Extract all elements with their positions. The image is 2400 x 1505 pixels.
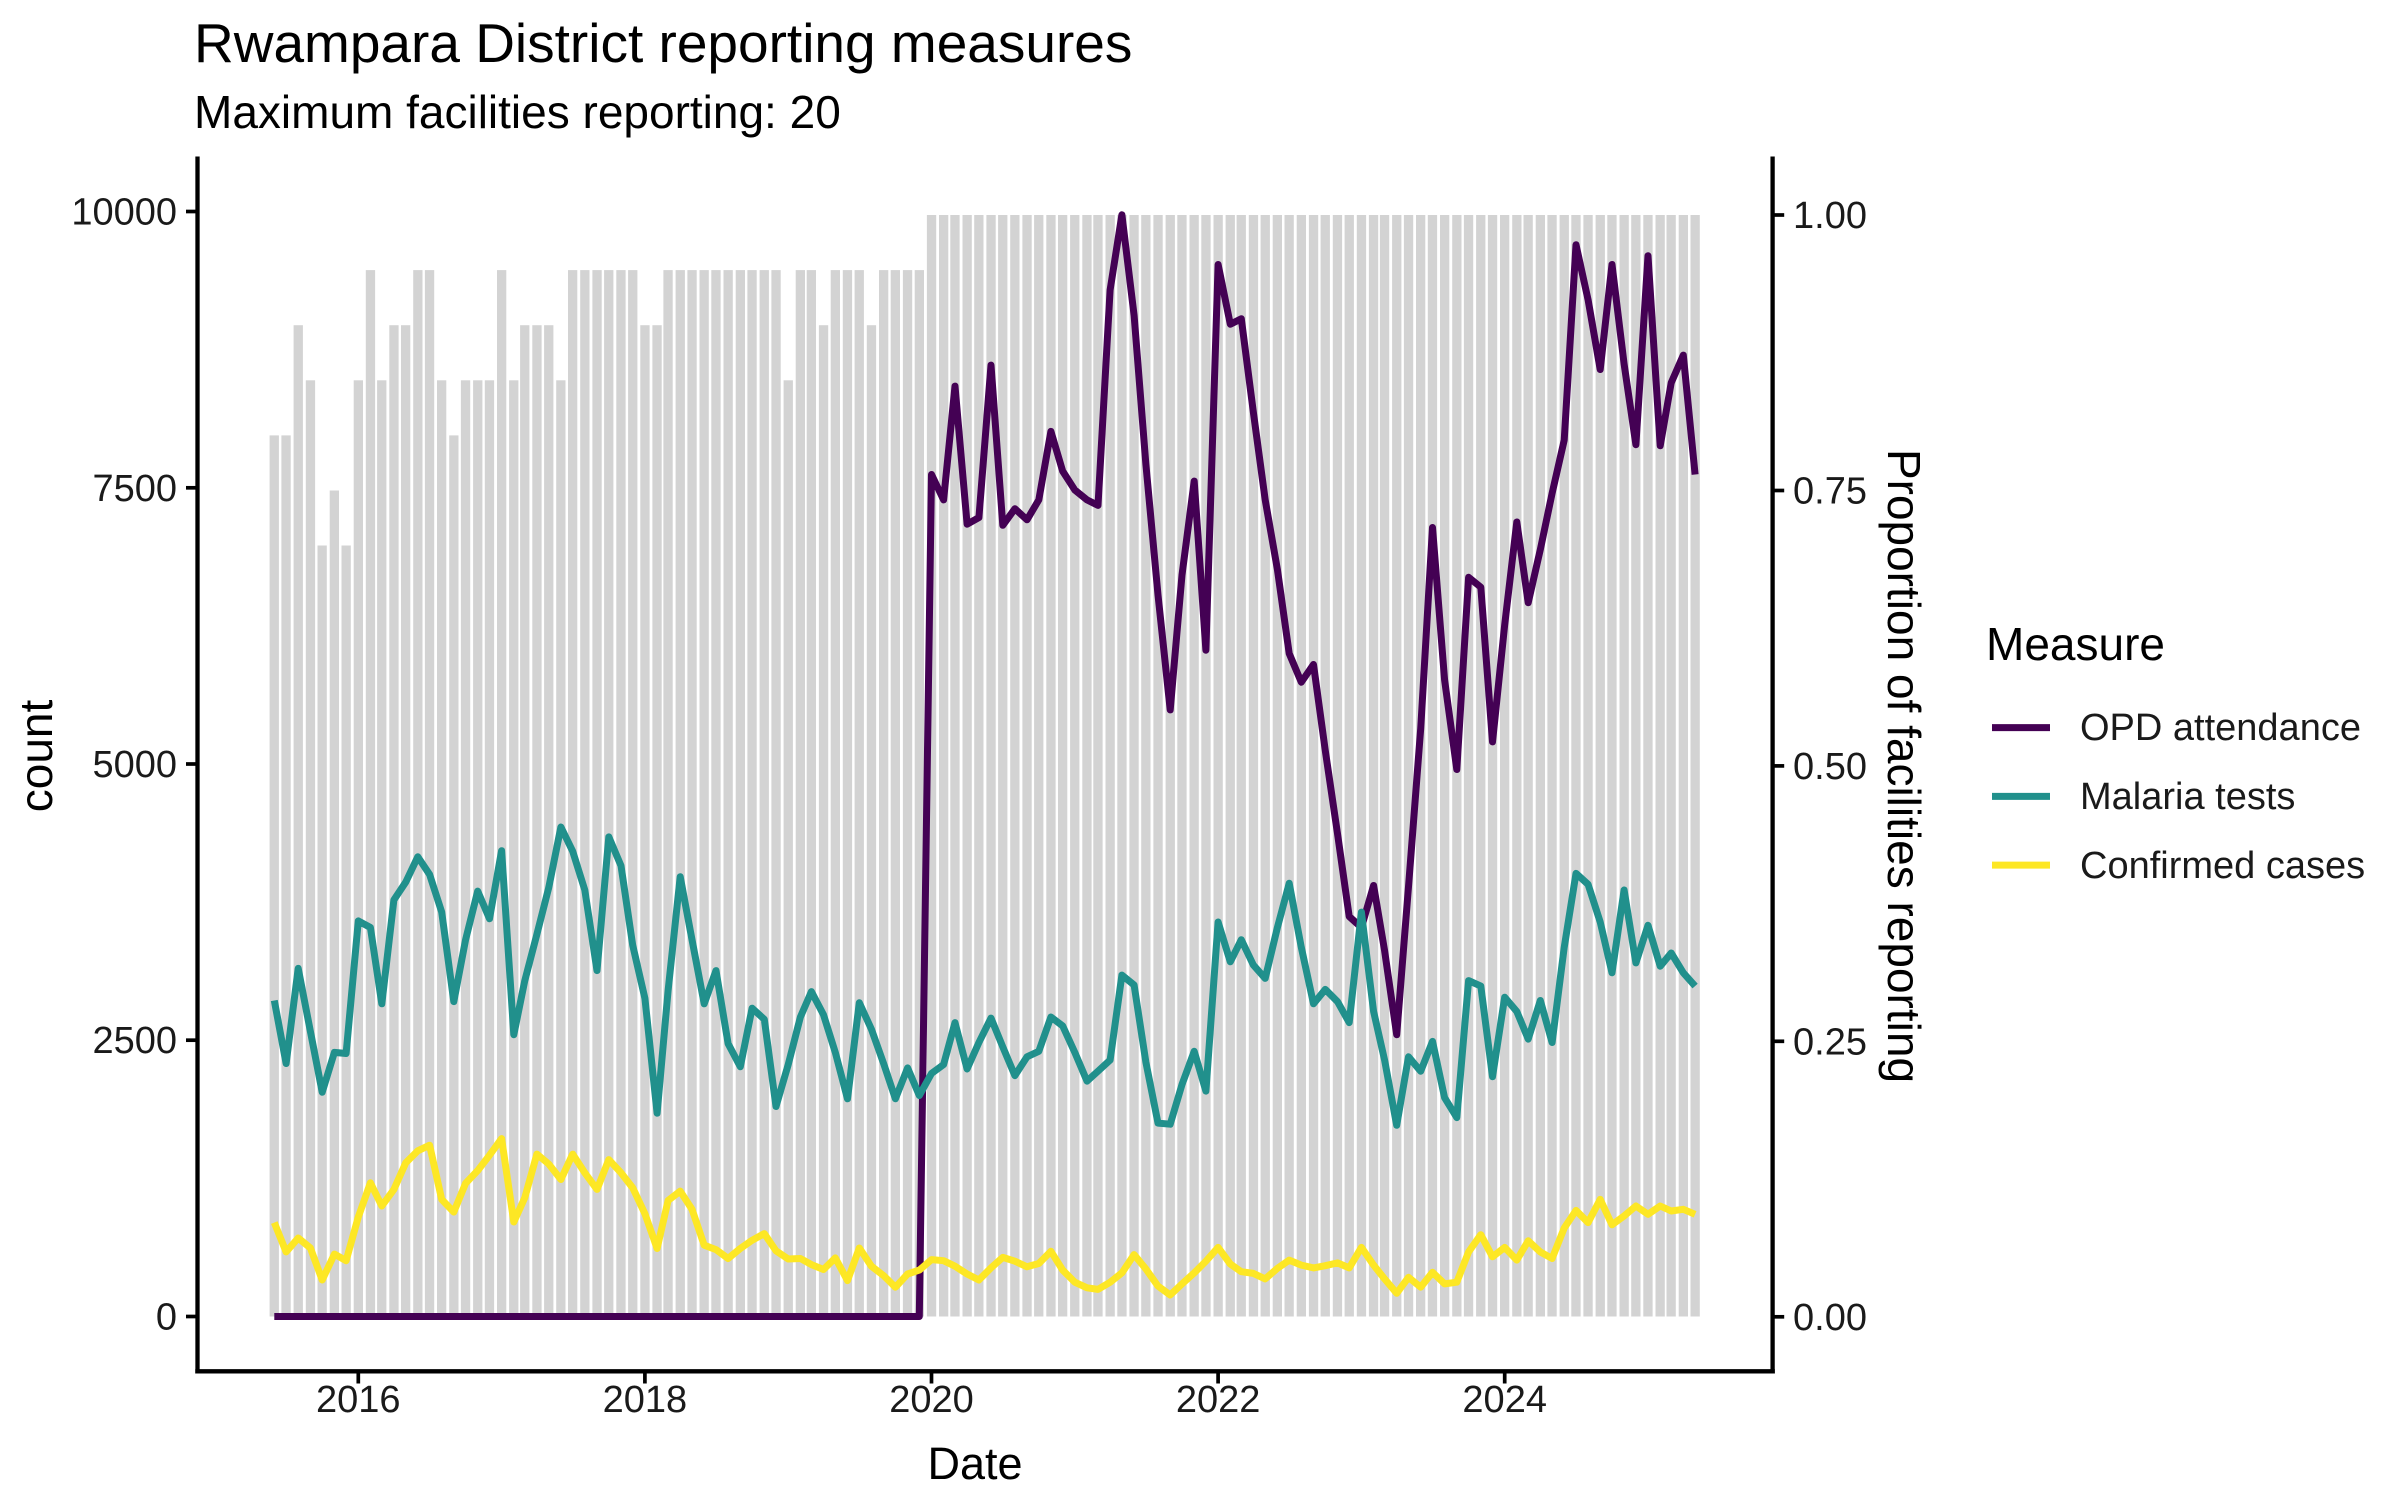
svg-text:Maximum facilities reporting:: Maximum facilities reporting: 20 [194,86,841,138]
svg-text:5000: 5000 [92,744,177,786]
svg-text:2020: 2020 [889,1379,974,1421]
svg-text:0.25: 0.25 [1793,1021,1867,1063]
svg-text:2018: 2018 [603,1379,688,1421]
svg-text:0.00: 0.00 [1793,1297,1867,1339]
svg-text:Proportion of facilities repor: Proportion of facilities reporting [1878,449,1930,1083]
svg-text:2024: 2024 [1462,1379,1547,1421]
svg-text:Confirmed cases: Confirmed cases [2080,845,2365,887]
svg-text:0: 0 [156,1297,177,1339]
svg-text:Rwampara District reporting me: Rwampara District reporting measures [194,12,1132,74]
svg-text:2500: 2500 [92,1020,177,1062]
svg-text:1.00: 1.00 [1793,195,1867,237]
svg-text:0.50: 0.50 [1793,746,1867,788]
svg-text:OPD attendance: OPD attendance [2080,707,2361,749]
svg-text:Date: Date [927,1438,1022,1489]
svg-text:Malaria tests: Malaria tests [2080,776,2295,818]
svg-text:Measure: Measure [1986,618,2165,670]
svg-text:2016: 2016 [316,1379,401,1421]
svg-text:count: count [10,700,62,813]
svg-text:0.75: 0.75 [1793,471,1867,513]
svg-text:2022: 2022 [1176,1379,1261,1421]
svg-text:10000: 10000 [71,192,177,234]
svg-text:7500: 7500 [92,468,177,510]
